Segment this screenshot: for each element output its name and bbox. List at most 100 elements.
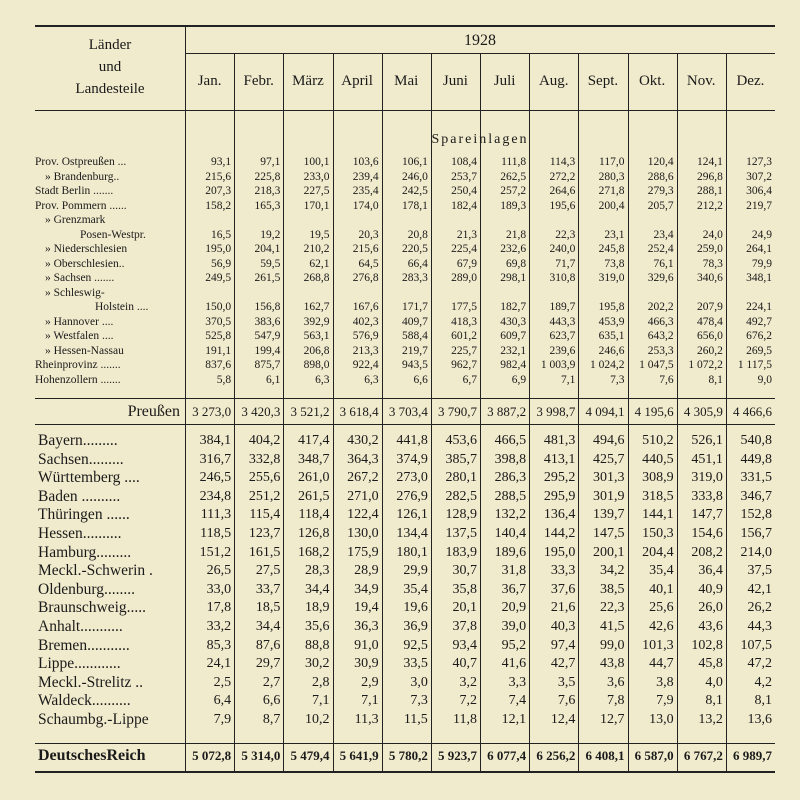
cell-value: 466,3 bbox=[647, 315, 674, 328]
cell-value: 4 195,6 bbox=[634, 404, 674, 419]
cell-value: 5,8 bbox=[216, 373, 232, 386]
cell-value: 19,2 bbox=[260, 228, 281, 241]
cell-value: 7,4 bbox=[508, 693, 527, 709]
cell-value: 20,1 bbox=[452, 600, 477, 616]
row-label: Sachsen......... bbox=[38, 450, 124, 468]
cell-value: 92,5 bbox=[403, 637, 428, 653]
month-header: Okt. bbox=[638, 73, 666, 89]
cell-value: 178,1 bbox=[401, 199, 428, 212]
cell-value: 249,5 bbox=[205, 272, 232, 284]
cell-value: 97,1 bbox=[260, 156, 281, 168]
cell-value: 3 790,7 bbox=[437, 404, 477, 419]
cell-value: 93,1 bbox=[211, 156, 232, 168]
cell-value: 235,4 bbox=[352, 185, 379, 197]
cell-value: 280,1 bbox=[445, 470, 477, 486]
cell-value: 12,1 bbox=[501, 712, 527, 727]
cell-value: 126,8 bbox=[297, 526, 330, 541]
cell-value: 364,3 bbox=[347, 451, 379, 467]
cell-value: 348,7 bbox=[297, 451, 330, 467]
row-label: Thüringen ...... bbox=[38, 506, 130, 524]
cell-value: 195,6 bbox=[549, 199, 576, 212]
cell-value: 36,4 bbox=[698, 563, 723, 579]
cell-value: 245,8 bbox=[598, 243, 625, 255]
cell-value: 35,6 bbox=[304, 619, 330, 634]
cell-value: 206,8 bbox=[303, 344, 330, 357]
cell-value: 370,5 bbox=[205, 315, 232, 328]
row-label: Hessen.......... bbox=[38, 525, 122, 542]
cell-value: 6,3 bbox=[364, 373, 379, 386]
cell-value: 253,3 bbox=[647, 344, 674, 357]
cell-value: 348,1 bbox=[746, 272, 772, 284]
cell-value: 35,8 bbox=[452, 581, 477, 597]
cell-value: 6 587,0 bbox=[634, 748, 674, 763]
cell-value: 301,9 bbox=[592, 488, 625, 504]
cell-value: 174,0 bbox=[352, 199, 379, 212]
cell-value: 171,7 bbox=[401, 301, 428, 313]
cell-value: 85,3 bbox=[206, 637, 232, 653]
cell-value: 609,7 bbox=[500, 330, 527, 342]
cell-value: 132,2 bbox=[494, 507, 527, 523]
cell-value: 10,2 bbox=[304, 712, 330, 727]
cell-value: 272,2 bbox=[549, 170, 576, 183]
month-header: Jan. bbox=[197, 73, 222, 89]
cell-value: 134,4 bbox=[396, 526, 428, 541]
cell-value: 2,8 bbox=[311, 674, 330, 690]
cell-value: 233,0 bbox=[303, 170, 330, 183]
cell-value: 318,5 bbox=[642, 488, 674, 504]
cell-value: 234,8 bbox=[199, 488, 232, 504]
cell-value: 189,7 bbox=[549, 301, 576, 313]
cell-value: 33,0 bbox=[206, 581, 232, 597]
cell-value: 28,3 bbox=[304, 563, 330, 579]
cell-value: 34,2 bbox=[599, 563, 625, 579]
cell-value: 8,1 bbox=[754, 693, 772, 709]
cell-value: 44,7 bbox=[649, 656, 674, 672]
cell-value: 3 998,7 bbox=[536, 404, 576, 419]
cell-value: 310,8 bbox=[549, 272, 576, 284]
cell-value: 66,4 bbox=[407, 257, 428, 270]
cell-value: 6,4 bbox=[213, 693, 232, 709]
cell-value: 25,6 bbox=[649, 600, 674, 616]
cell-value: 12,7 bbox=[599, 712, 625, 727]
cell-value: 36,9 bbox=[403, 619, 428, 634]
cell-value: 576,9 bbox=[352, 330, 379, 342]
cell-value: 251,2 bbox=[248, 488, 281, 504]
row-label: Braunschweig..... bbox=[38, 599, 147, 617]
cell-value: 123,7 bbox=[248, 526, 281, 541]
cell-value: 37,6 bbox=[550, 581, 576, 597]
cell-value: 34,9 bbox=[354, 581, 379, 597]
cell-value: 246,0 bbox=[401, 170, 428, 183]
cell-value: 139,7 bbox=[592, 507, 625, 523]
row-label: Rheinprovinz ....... bbox=[35, 359, 121, 371]
cell-value: 1 047,5 bbox=[639, 359, 674, 371]
cell-value: 7,1 bbox=[311, 693, 330, 709]
cell-value: 7,6 bbox=[659, 373, 674, 386]
cell-value: 195,8 bbox=[598, 301, 625, 313]
cell-value: 177,5 bbox=[451, 301, 477, 313]
cell-value: 30,9 bbox=[354, 656, 379, 672]
cell-value: 3 273,0 bbox=[192, 404, 232, 419]
cell-value: 161,5 bbox=[248, 544, 281, 560]
cell-value: 319,0 bbox=[598, 272, 625, 284]
cell-value: 563,1 bbox=[303, 330, 330, 342]
month-header: Juli bbox=[493, 73, 516, 89]
bottom-rule bbox=[35, 771, 775, 773]
cell-value: 3 887,2 bbox=[487, 404, 527, 419]
cell-value: 1 072,2 bbox=[688, 359, 723, 371]
cell-value: 64,5 bbox=[358, 257, 379, 270]
cell-value: 150,0 bbox=[205, 301, 232, 313]
cell-value: 207,3 bbox=[205, 185, 232, 197]
cell-value: 23,4 bbox=[653, 228, 674, 241]
cell-value: 943,5 bbox=[401, 359, 428, 371]
row-label: » Hannover .... bbox=[45, 315, 114, 328]
cell-value: 200,1 bbox=[592, 544, 625, 560]
column-rule bbox=[381, 53, 383, 771]
cell-value: 6 989,7 bbox=[732, 748, 772, 763]
cell-value: 261,5 bbox=[297, 488, 330, 504]
row-label: Schaumbg.-Lippe bbox=[38, 711, 149, 728]
cell-value: 430,2 bbox=[347, 433, 379, 448]
cell-value: 102,8 bbox=[691, 637, 723, 653]
cell-value: 308,9 bbox=[642, 470, 674, 486]
cell-value: 4 305,9 bbox=[683, 404, 723, 419]
cell-value: 36,7 bbox=[501, 581, 527, 597]
cell-value: 2,7 bbox=[262, 674, 281, 690]
